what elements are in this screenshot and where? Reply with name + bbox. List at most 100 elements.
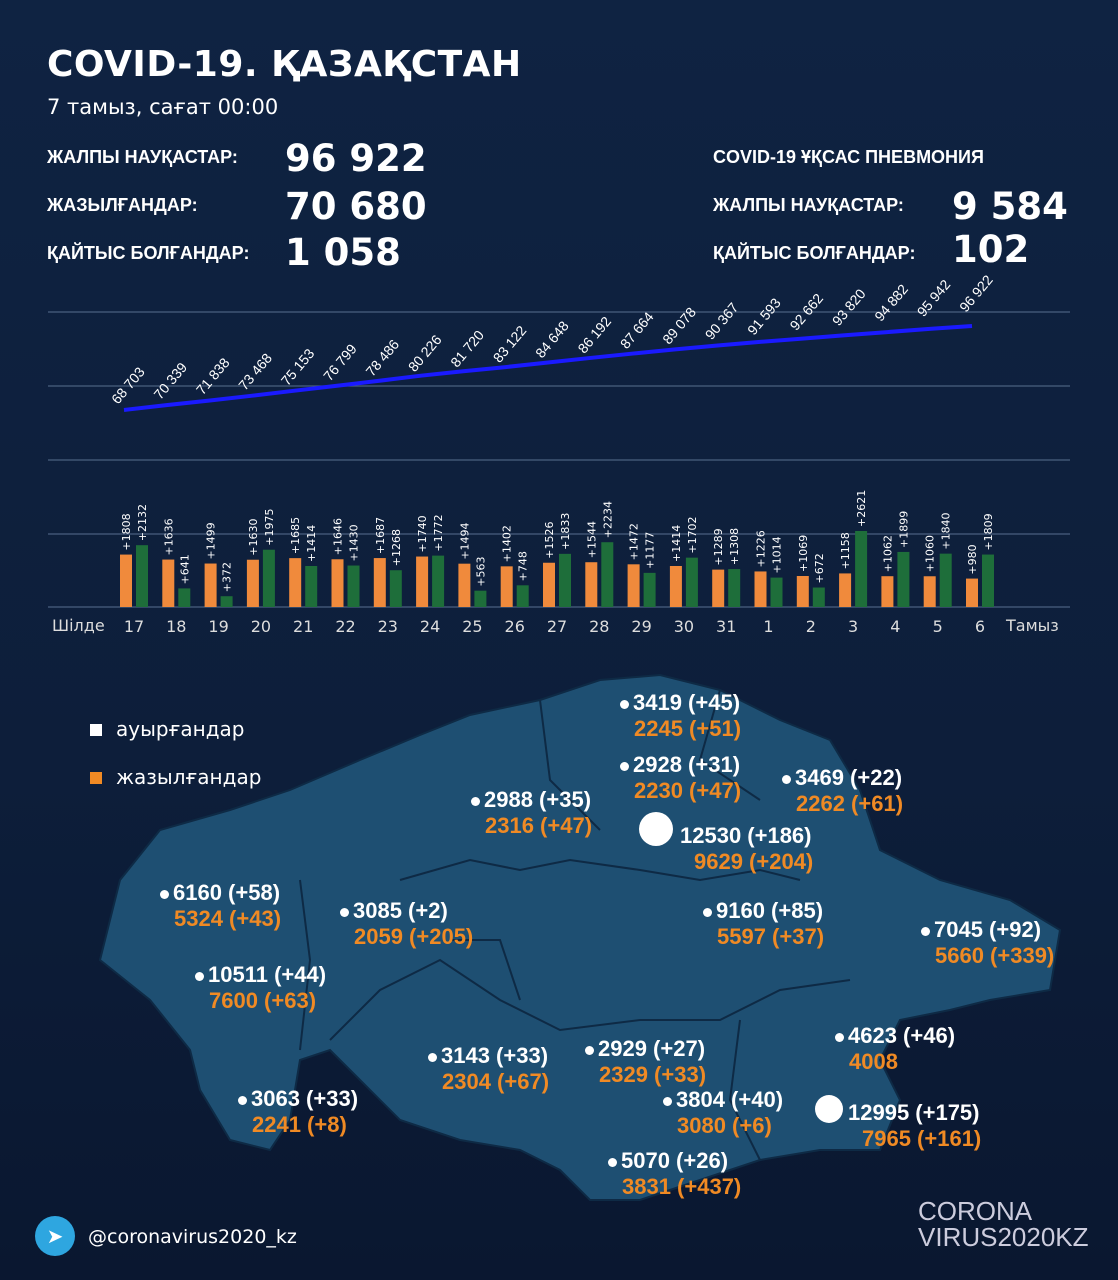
total-label: ЖАЛПЫ НАУҚАСТАР: — [47, 147, 238, 167]
month-start-label: Шілде — [52, 616, 105, 635]
recovered-value: 70 680 — [285, 185, 427, 228]
bar-new-cases — [162, 559, 175, 607]
bar-new-cases — [458, 563, 471, 607]
bar-new-cases — [754, 571, 767, 607]
bar-recovered — [643, 572, 656, 607]
pneumonia-deaths-label: ҚАЙТЫС БОЛҒАНДАР: — [713, 243, 916, 263]
bar-data-label: +1975 — [263, 509, 276, 546]
bar-data-label: +1499 — [205, 522, 218, 559]
bar-new-cases — [881, 576, 894, 607]
bar-recovered — [770, 577, 783, 607]
bar-new-cases — [923, 576, 936, 607]
bar-new-cases — [120, 554, 132, 607]
x-tick-label: 31 — [716, 617, 736, 636]
bar-new-cases — [331, 559, 344, 607]
bar-recovered — [474, 590, 487, 607]
region-label: 3469 (+22) 2262 (+61) — [782, 765, 903, 817]
region-dot — [585, 1045, 594, 1055]
region-label: 2928 (+31) 2230 (+47) — [620, 752, 741, 804]
bar-data-label: +1308 — [728, 528, 741, 565]
bar-new-cases — [500, 566, 513, 607]
page-title: COVID-19. ҚАЗАҚСТАН — [47, 44, 522, 85]
bar-data-label: +1268 — [390, 529, 403, 566]
bar-data-label: +1646 — [332, 518, 345, 555]
region-label: 12995 (+175) 7965 (+161) — [848, 1100, 981, 1152]
legend-recovered-swatch — [90, 772, 102, 784]
bar-new-cases — [796, 575, 809, 607]
x-tick-label: 30 — [674, 617, 694, 636]
pneumonia-total-value: 9 584 — [952, 185, 1068, 228]
region-label: 3804 (+40) 3080 (+6) — [663, 1087, 783, 1139]
legend-recovered: жазылғандар — [90, 765, 261, 789]
region-label: 12530 (+186) 9629 (+204) — [680, 823, 813, 875]
legend-sick-swatch — [90, 724, 102, 736]
region-label: 3143 (+33) 2304 (+67) — [428, 1043, 549, 1095]
bar-recovered — [855, 530, 868, 607]
region-sick: 12995 (+175) — [848, 1100, 980, 1125]
bar-data-label: +1226 — [755, 530, 768, 567]
x-tick-label: 4 — [890, 617, 900, 636]
bar-recovered — [136, 545, 148, 607]
bar-new-cases — [204, 563, 217, 607]
bar-data-label: +1414 — [305, 525, 318, 562]
region-dot — [608, 1157, 617, 1167]
bar-new-cases — [839, 573, 852, 607]
bar-new-cases — [966, 578, 978, 607]
region-dot — [238, 1095, 247, 1105]
region-recovered: 3080 (+6) — [677, 1113, 772, 1138]
x-tick-label: 1 — [763, 617, 773, 636]
bar-data-label: +563 — [474, 556, 487, 586]
region-recovered: 2316 (+47) — [485, 813, 593, 838]
region-recovered: 2245 (+51) — [634, 716, 742, 741]
region-recovered: 5660 (+339) — [935, 943, 1055, 968]
bar-data-label: +672 — [813, 553, 826, 583]
region-recovered: 5324 (+43) — [174, 906, 282, 931]
region-dot — [921, 926, 930, 936]
bar-recovered — [432, 555, 445, 607]
region-label: 4623 (+46) 4008 — [835, 1023, 955, 1075]
deaths-value: 1 058 — [285, 231, 401, 274]
region-label: 9160 (+85) 5597 (+37) — [703, 898, 824, 950]
region-recovered: 2059 (+205) — [354, 924, 474, 949]
region-sick: 6160 (+58) — [173, 880, 281, 905]
bar-recovered — [601, 542, 614, 607]
telegram-icon[interactable]: ➤ — [35, 1216, 75, 1256]
region-sick: 10511 (+44) — [208, 962, 327, 987]
bar-data-label: +1494 — [458, 522, 471, 559]
x-tick-label: 22 — [335, 617, 355, 636]
region-dot — [471, 796, 480, 806]
bar-data-label: +1177 — [644, 532, 657, 569]
bar-data-label: +1808 — [120, 513, 133, 550]
bar-recovered — [220, 596, 233, 607]
region-dot — [620, 761, 629, 771]
bar-data-label: +1289 — [712, 528, 725, 565]
region-recovered: 4008 — [849, 1049, 898, 1074]
x-tick-label: 17 — [124, 617, 144, 636]
region-sick: 4623 (+46) — [848, 1023, 956, 1048]
total-value: 96 922 — [285, 137, 427, 180]
region-sick: 9160 (+85) — [716, 898, 824, 923]
region-label: 10511 (+44) 7600 (+63) — [195, 962, 326, 1014]
bar-data-label: +1685 — [289, 517, 302, 554]
bar-data-label: +1062 — [881, 535, 894, 572]
x-tick-label: 21 — [293, 617, 313, 636]
region-sick: 5070 (+26) — [621, 1148, 729, 1173]
bar-data-label: +1636 — [162, 518, 175, 555]
region-sick: 3419 (+45) — [633, 690, 741, 715]
bar-recovered — [262, 549, 275, 607]
x-tick-label: 27 — [547, 617, 567, 636]
bar-new-cases — [543, 562, 555, 607]
region-recovered: 7965 (+161) — [862, 1126, 982, 1151]
region-dot — [663, 1096, 672, 1106]
bar-data-label: +1687 — [374, 517, 387, 554]
x-tick-label: 26 — [505, 617, 525, 636]
telegram-handle[interactable]: @coronavirus2020_kz — [88, 1226, 297, 1248]
region-dot — [340, 907, 349, 917]
x-tick-label: 29 — [631, 617, 651, 636]
date: 7 тамыз, сағат 00:00 — [47, 95, 279, 119]
bar-new-cases — [669, 565, 682, 607]
region-dot — [703, 907, 712, 917]
region-recovered: 9629 (+204) — [694, 849, 814, 874]
x-tick-label: 3 — [848, 617, 858, 636]
